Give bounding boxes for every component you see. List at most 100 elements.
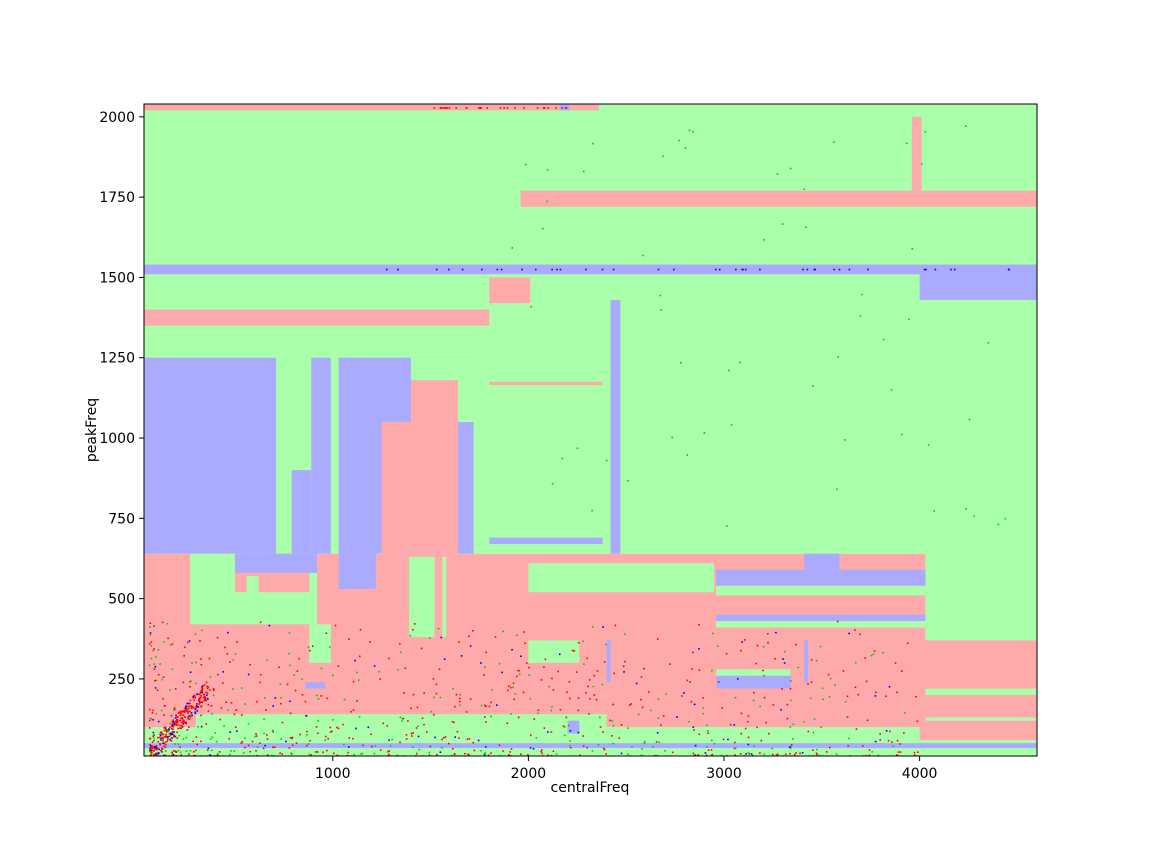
- data-point-23: [417, 725, 419, 727]
- data-point-279: [529, 697, 532, 700]
- data-point-1192: [521, 268, 523, 271]
- data-point-743: [915, 695, 917, 698]
- data-point-955: [205, 681, 208, 684]
- data-point-380: [241, 714, 243, 716]
- data-point-701: [579, 754, 582, 756]
- data-point-112: [866, 719, 869, 722]
- data-point-1006: [190, 705, 193, 707]
- data-point-726: [454, 736, 456, 738]
- data-point-1280: [997, 523, 1000, 526]
- data-point-637: [200, 740, 202, 743]
- data-point-1162: [718, 268, 721, 271]
- data-point-369: [413, 623, 416, 625]
- data-point-765: [217, 673, 219, 676]
- data-point-1117: [190, 712, 193, 714]
- data-point-227: [386, 724, 389, 727]
- data-point-886: [397, 669, 399, 671]
- data-point-1262: [561, 457, 564, 460]
- data-point-987: [175, 720, 177, 722]
- data-point-927: [151, 745, 154, 748]
- data-point-1121: [172, 735, 175, 738]
- data-point-241: [332, 719, 334, 721]
- data-point-538: [541, 752, 544, 755]
- data-point-1091: [192, 696, 195, 699]
- data-point-907: [198, 693, 201, 696]
- data-point-558: [803, 720, 805, 723]
- data-point-561: [415, 754, 417, 756]
- data-point-777: [518, 673, 521, 676]
- data-point-1249: [805, 226, 807, 229]
- data-point-399: [498, 744, 501, 747]
- data-point-550: [706, 724, 708, 727]
- data-point-702: [213, 689, 215, 692]
- region-blue-24: [338, 553, 376, 589]
- data-point-204: [373, 665, 376, 667]
- data-point-256: [306, 744, 308, 747]
- data-point-230: [353, 753, 356, 756]
- x-axis-ticks: 1000 2000 3000 4000: [315, 756, 937, 782]
- data-point-599: [460, 655, 463, 657]
- data-point-456: [169, 689, 171, 691]
- data-point-1148: [187, 711, 190, 713]
- data-point-394: [725, 652, 728, 655]
- y-tick-label-6: 1750: [99, 190, 135, 206]
- data-point-622: [906, 642, 909, 645]
- data-point-340: [150, 750, 153, 752]
- data-point-727: [216, 752, 219, 755]
- data-point-436: [154, 687, 157, 689]
- data-point-1101: [206, 697, 209, 700]
- data-point-1272: [692, 130, 694, 133]
- data-point-587: [508, 685, 510, 687]
- data-point-546: [362, 744, 364, 747]
- data-point-353: [149, 632, 152, 634]
- data-point-560: [577, 731, 580, 734]
- data-point-232: [790, 699, 792, 702]
- data-point-750: [152, 709, 154, 712]
- data-point-323: [301, 678, 304, 681]
- data-point-697: [255, 735, 258, 737]
- data-point-217: [164, 746, 167, 749]
- data-point-346: [334, 624, 337, 627]
- data-point-714: [249, 750, 252, 753]
- data-point-921: [199, 696, 202, 699]
- data-point-335: [308, 753, 311, 756]
- data-point-758: [259, 621, 262, 624]
- region-blue-47: [305, 682, 325, 689]
- data-point-790: [326, 697, 329, 700]
- data-point-431: [148, 737, 151, 740]
- data-point-1114: [161, 747, 163, 750]
- data-point-1183: [814, 268, 816, 271]
- data-point-815: [289, 712, 292, 715]
- data-point-1074: [191, 706, 194, 708]
- data-point-1199: [806, 268, 809, 271]
- data-point-724: [429, 745, 432, 748]
- data-point-1138: [179, 727, 181, 729]
- data-point-1000: [172, 734, 175, 737]
- data-point-1200: [523, 107, 525, 109]
- data-point-1098: [193, 694, 195, 697]
- data-point-215: [593, 674, 596, 677]
- data-point-214: [247, 722, 250, 725]
- data-point-625: [652, 746, 654, 748]
- data-point-435: [322, 751, 324, 754]
- data-point-352: [294, 689, 297, 692]
- data-point-321: [726, 754, 729, 756]
- data-point-307: [210, 705, 213, 707]
- data-point-42: [459, 697, 461, 700]
- data-point-953: [198, 699, 200, 702]
- data-point-18: [416, 752, 418, 755]
- data-point-198: [669, 663, 671, 665]
- data-point-530: [789, 726, 792, 728]
- data-point-1209: [446, 107, 449, 109]
- data-point-707: [835, 753, 838, 755]
- data-point-397: [676, 716, 678, 718]
- data-point-504: [698, 733, 701, 736]
- data-point-216: [172, 708, 175, 711]
- data-point-762: [255, 750, 257, 752]
- data-point-33: [810, 681, 813, 683]
- data-point-1282: [968, 418, 971, 421]
- data-point-1111: [160, 731, 163, 733]
- data-point-615: [437, 627, 440, 630]
- data-point-1069: [173, 731, 175, 733]
- data-point-289: [752, 699, 755, 702]
